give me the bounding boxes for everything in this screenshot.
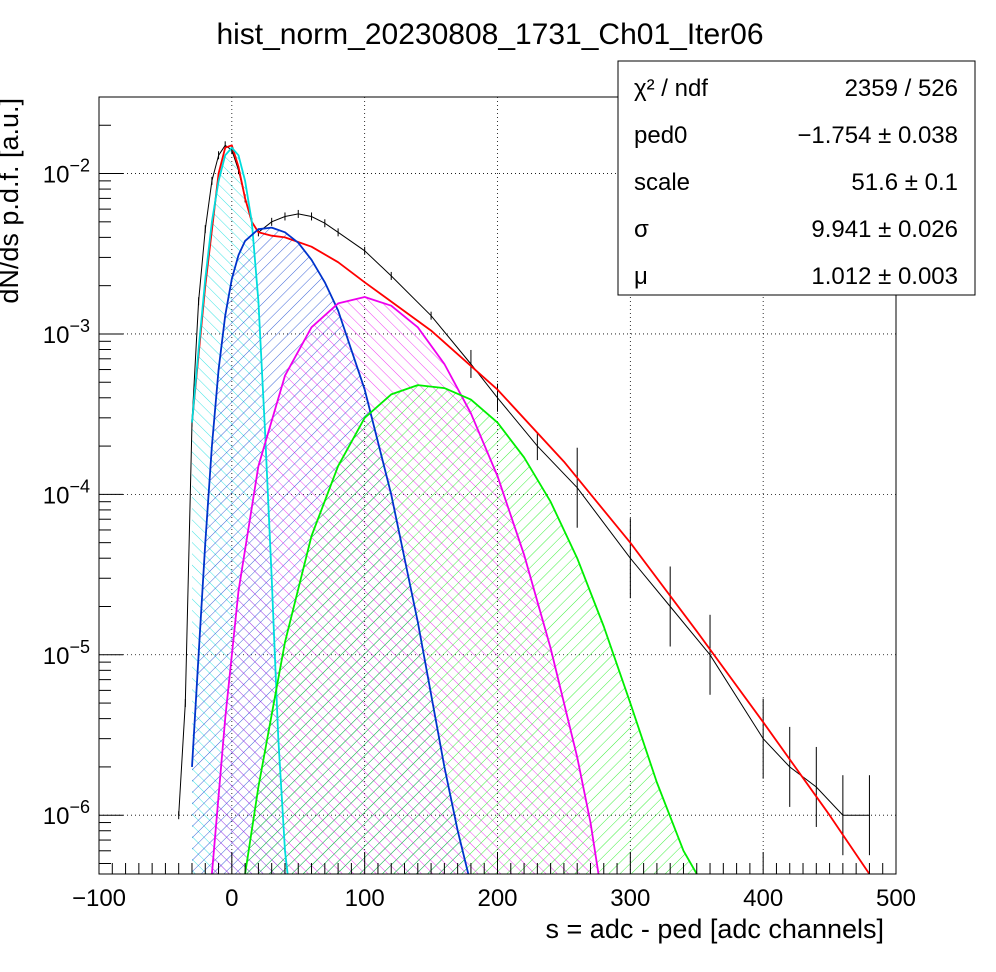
x-tick-label: 400 xyxy=(743,885,783,912)
fit-curve-3 xyxy=(191,226,470,875)
stat-value: 51.6 ± 0.1 xyxy=(851,169,958,196)
x-tick-label: 100 xyxy=(345,885,385,912)
y-tick-label: 10−4 xyxy=(43,476,90,509)
stat-label: σ xyxy=(634,216,649,243)
fit-curves xyxy=(191,144,871,875)
x-axis-label: s = adc - ped [adc channels] xyxy=(546,914,884,944)
x-axis: −100 0 100 200 300 400 500 xyxy=(72,852,916,912)
stat-value: 1.012 ± 0.003 xyxy=(811,263,958,290)
x-tick-label: 200 xyxy=(477,885,517,912)
x-tick-label: −100 xyxy=(72,885,126,912)
stat-label: scale xyxy=(634,169,690,196)
chart-title: hist_norm_20230808_1731_Ch01_Iter06 xyxy=(216,18,763,51)
y-tick-label: 10−2 xyxy=(43,156,90,189)
y-tick-label: 10−3 xyxy=(43,316,90,349)
stat-value: −1.754 ± 0.038 xyxy=(797,122,958,149)
x-tick-label: 0 xyxy=(225,885,238,912)
y-axis-label: dN/ds p.d.f. [a.u.] xyxy=(0,98,24,304)
fit-curve-4 xyxy=(211,296,600,875)
stat-label: μ xyxy=(634,263,648,290)
y-tick-label: 10−5 xyxy=(43,637,90,670)
y-axis: 10−2 10−3 10−4 10−5 10−6 xyxy=(43,96,123,864)
stat-value: 9.941 ± 0.026 xyxy=(811,216,958,243)
component-fills xyxy=(192,147,697,875)
stats-box: χ² / ndf 2359 / 526 ped0 −1.754 ± 0.038 scal… xyxy=(617,60,976,296)
fit-curve-5 xyxy=(244,384,698,875)
x-tick-label: 300 xyxy=(610,885,650,912)
y-tick-label: 10−6 xyxy=(43,797,90,830)
stat-label: ped0 xyxy=(634,122,687,149)
x-tick-label: 500 xyxy=(876,885,916,912)
stat-label: χ² / ndf xyxy=(634,75,708,102)
component-fill-5 xyxy=(245,385,697,874)
histogram-line xyxy=(178,144,870,816)
fit-curve-2 xyxy=(191,146,289,875)
stat-value: 2359 / 526 xyxy=(845,75,958,102)
